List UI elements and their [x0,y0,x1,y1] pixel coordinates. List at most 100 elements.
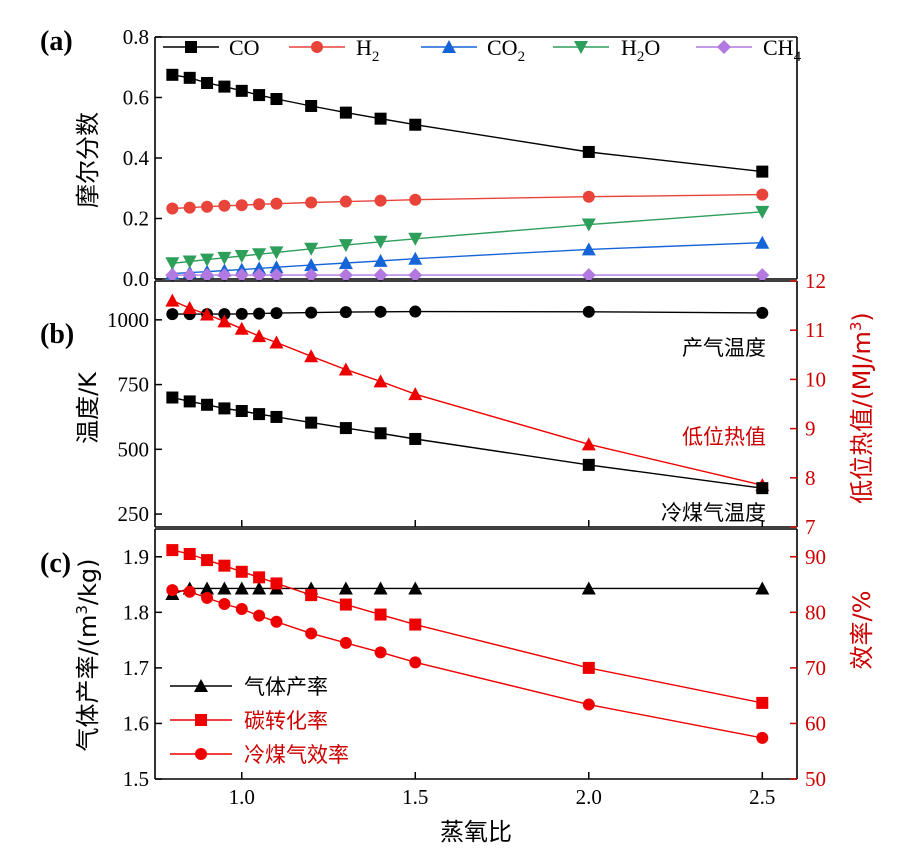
panel-a-series-1-point [270,197,283,210]
panel-c-y2label: 效率/% [848,591,876,670]
legend-c-marker-0 [194,679,208,692]
panel-a-series-1-point [253,198,266,211]
panel-a-ylabel: 摩尔分数 [74,112,102,208]
x-tick-label: 2.0 [576,785,602,809]
panel-a-series-4-point [234,268,249,283]
panel-a-series-1-point [339,195,352,208]
panel-b-series-2-point [166,391,179,404]
panel-a-series-3-point [217,251,232,265]
panel-b-ytick-label: 250 [118,502,150,526]
panel-a-series-2-point [408,251,423,265]
panel-label-c: (c) [40,548,71,579]
panel-a-series-1-point [374,194,387,207]
legend-label-sub: 4 [794,49,802,65]
panel-c-series-2-point [218,598,231,610]
panel-b-series-0-point [374,305,387,318]
legend-a-marker-3 [574,41,588,54]
panel-a-series-3-point [269,246,284,260]
panel-b-series-2-point [339,422,352,435]
legend-label-main: H [621,35,637,60]
panel-b-y2tick-label: 11 [805,318,825,342]
panel-c-series-1-point [582,661,595,674]
panel-a-series-1-point [201,200,214,213]
panel-a-series-2-point [252,261,267,275]
panel-a-series-0-point [253,89,266,102]
panel-c-ytick-label: 1.8 [123,600,149,624]
panel-a-series-3-point [165,257,180,271]
panel-a-series-1-point [183,201,196,214]
panel-a-series-3-point [252,248,267,262]
panel-b-series-2-point [201,398,214,411]
panel-a-series-2-point [338,255,353,269]
panel-c-y2tick-label: 60 [805,711,826,735]
panel-c-ylabel-tail: /kg) [74,559,102,606]
panel-b-y2tick-label: 7 [805,515,816,539]
panel-a-series-2-point [755,235,770,249]
panel-a-ytick-label: 0.8 [123,25,149,49]
panel-a-ytick-label: 0.0 [123,267,149,291]
panel-b-y2label-tail: ) [848,312,876,321]
panel-c-series-1-point [374,608,387,621]
panel-a-ytick-label: 0.6 [123,86,149,110]
legend-a-label-0: CO [229,35,260,60]
panel-b-series-2-point [218,402,231,415]
panel-c-series-2-point [253,609,266,622]
panel-c-series-1-point [201,554,214,567]
legend-a-label-2: CO2 [487,35,525,65]
panel-a-series-2-point [373,253,388,267]
x-tick-label: 1.5 [402,785,428,809]
panel-label-a: (a) [40,26,73,57]
panel-b-series-2-point [270,410,283,423]
panel-b-ytick-label: 1000 [107,308,149,332]
panel-c-series-1-point [409,618,422,631]
panel-a-series-0-point [235,84,248,97]
panel-a-series-1-point [756,188,769,201]
panel-b-y2label-main: 低位热值/(MJ/m [848,331,876,504]
panel-a-series-0-point [339,106,352,119]
panel-c-series-1-point [305,589,318,602]
plot-layer: 0.00.20.40.60.825050075010007891011121.5… [107,25,826,809]
panel-b-series-2-point [235,404,248,417]
legend-c-label-1: 碳转化率 [244,709,328,733]
panel-a-series-4-point [217,268,232,283]
panel-a-series-4-point [338,268,353,283]
panel-b-y2label: 低位热值/(MJ/m3) [847,312,876,504]
panel-b-series-2-point [582,458,595,471]
panel-a-series-4-point [408,268,423,283]
panel-b-series-0-point [166,308,179,321]
panel-c-ylabel-sup: 3 [73,605,91,615]
panel-c-ylabel: 气体产率/(m3/kg) [73,559,102,752]
panel-a-series-4-point [304,268,319,283]
panel-b-y2tick-label: 10 [805,367,826,391]
panel-a-series-2-point [581,242,596,256]
panel-a-series-0-point [218,80,231,93]
panel-c-y2tick-label: 70 [805,656,826,680]
panel-b-ytick-label: 750 [118,373,150,397]
legend-label-sub: 2 [637,49,645,65]
panel-c-series-0-point [217,581,232,595]
panel-c-ytick-label: 1.7 [123,656,149,680]
panel-b-series-2-point [409,432,422,445]
panel-b-series-2-point [305,416,318,429]
panel-b-series-1-point [373,374,388,388]
panel-a-series-3-point [304,242,319,256]
panel-b-series-2-point [253,408,266,421]
panel-a-series-3-point [338,239,353,253]
panel-c-series-2-point [582,698,595,711]
panel-b-series-0-point [339,306,352,319]
panel-a-series-1-point [235,199,248,212]
panel-c-series-0-point [408,581,423,595]
panel-label-b: (b) [40,319,74,350]
legend-a-label-3: H2O [621,35,660,65]
panel-c-series-0-point [200,581,215,595]
panel-a-series-0-point [305,99,318,112]
legend-label-main: CH [763,35,794,60]
panel-b-series-1-point [408,387,423,401]
panel-b-series-0-point [235,307,248,320]
x-axis-label: 蒸氧比 [440,818,512,846]
panel-a-series-4-point [200,268,215,283]
panel-b-series-0-point [218,308,231,321]
panel-a-series-0-point [201,76,214,89]
panel-c-series-2-point [305,627,318,640]
annotation-cold-gas-temperature: 冷煤气温度 [661,501,766,525]
